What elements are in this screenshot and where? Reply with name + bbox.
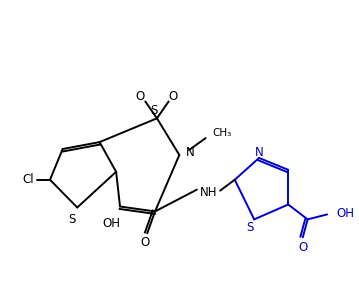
- Text: O: O: [298, 241, 307, 254]
- Text: S: S: [150, 104, 158, 117]
- Text: S: S: [69, 213, 76, 226]
- Text: O: O: [136, 90, 145, 103]
- Text: NH: NH: [200, 186, 217, 199]
- Text: OH: OH: [102, 217, 120, 230]
- Text: OH: OH: [337, 207, 355, 220]
- Text: N: N: [186, 147, 195, 160]
- Text: N: N: [255, 146, 264, 158]
- Text: S: S: [247, 221, 254, 234]
- Text: O: O: [141, 236, 150, 249]
- Text: O: O: [169, 90, 178, 103]
- Text: CH₃: CH₃: [213, 128, 232, 138]
- Text: Cl: Cl: [23, 173, 34, 186]
